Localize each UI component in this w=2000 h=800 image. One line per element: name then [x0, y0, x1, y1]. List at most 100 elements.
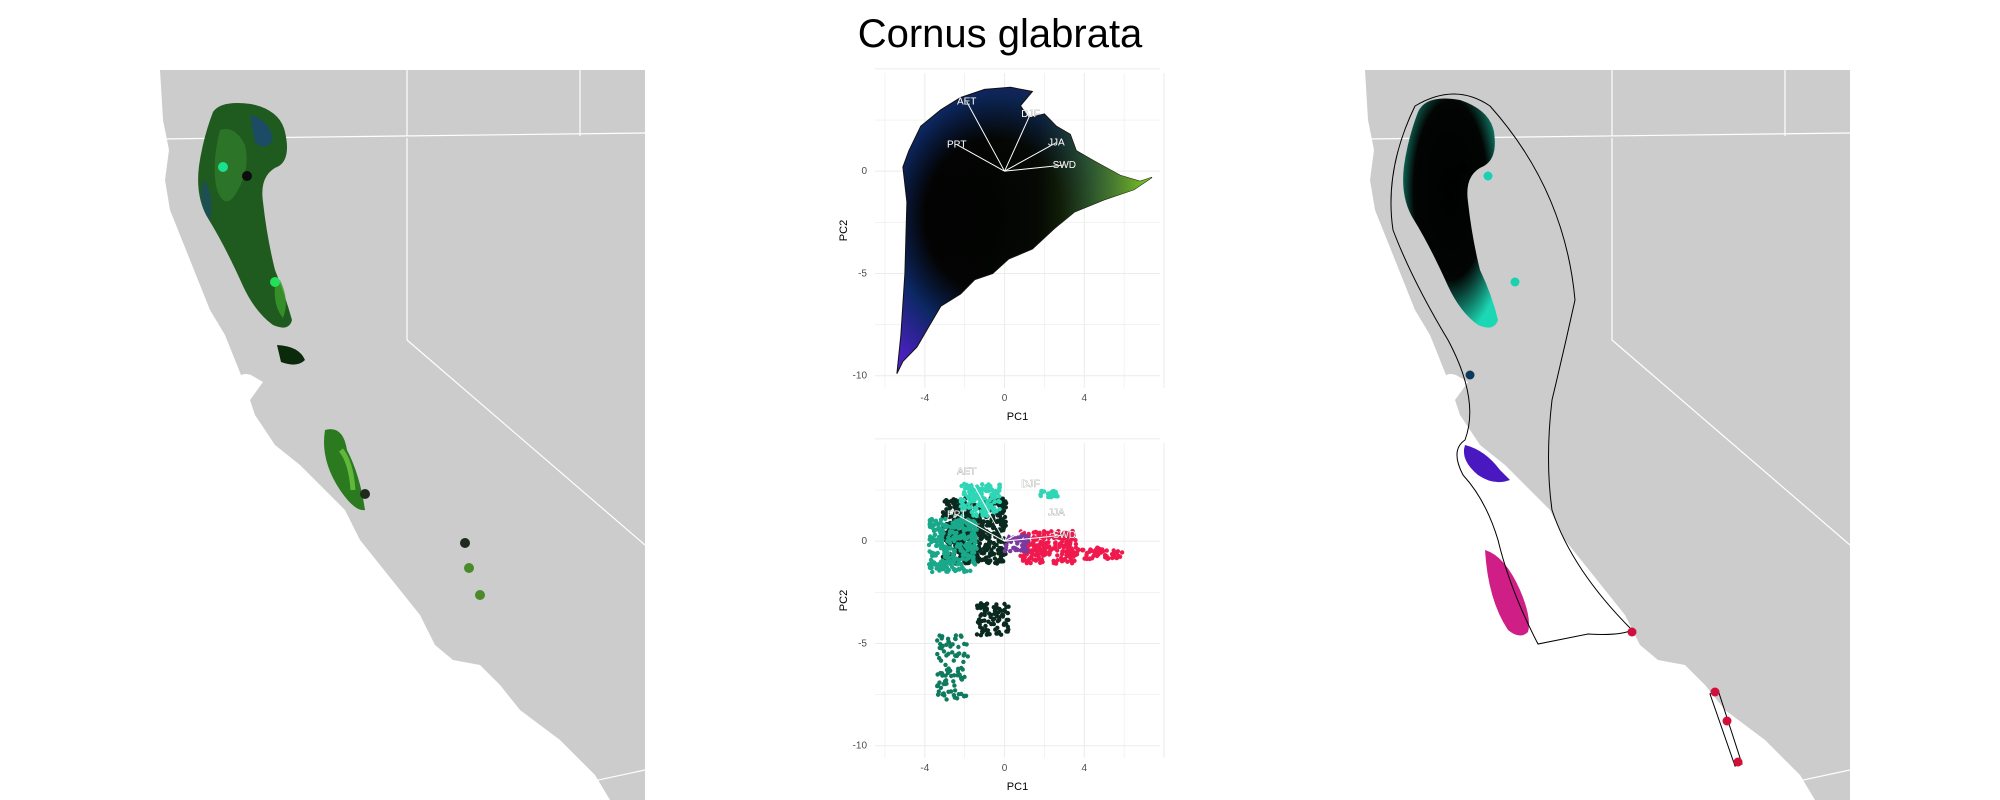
occurrence-range [198, 103, 365, 511]
chart-title: Cornus glabrata [857, 12, 1143, 56]
pca-point [950, 554, 955, 559]
pca-point [962, 491, 967, 497]
pca-point [979, 612, 984, 617]
pca-point [952, 683, 957, 688]
pca-point [930, 518, 935, 523]
pca-point [936, 525, 941, 530]
occurrence-point [464, 563, 474, 573]
y-tick-label: -10 [853, 741, 868, 752]
pca-point [1006, 604, 1011, 609]
pca-point [938, 517, 944, 522]
loading-label-ppt: PPT [947, 140, 966, 151]
pca-point [985, 628, 991, 633]
pca-point [958, 633, 963, 638]
pca-point [943, 549, 949, 554]
pca-point [934, 543, 940, 548]
pca-point [931, 552, 936, 557]
pca-point [931, 528, 937, 534]
pca-point [1006, 627, 1011, 632]
pca-point [939, 646, 944, 651]
right-range-map [1364, 70, 1850, 800]
pca-point [959, 677, 965, 682]
pca-point [946, 640, 952, 645]
pca-point [940, 522, 945, 527]
pca-point [1004, 542, 1009, 548]
pca-point [958, 497, 964, 502]
pca-point [951, 567, 956, 572]
pca-point [930, 569, 935, 575]
pca-point [997, 486, 1002, 491]
pca-point [984, 547, 989, 553]
pca-point [1041, 553, 1046, 558]
pca-point [984, 484, 989, 489]
pca-point [938, 641, 943, 647]
pca-point [998, 632, 1004, 637]
pca-point [990, 617, 996, 623]
pca-point [1021, 539, 1026, 544]
pca-point [974, 632, 980, 637]
pca-point [932, 522, 937, 527]
pca-point [932, 532, 938, 537]
left-range-map [159, 70, 645, 800]
pca-point [1043, 549, 1048, 554]
pca-point [951, 523, 956, 528]
pca-point [1057, 535, 1062, 541]
pca-top-vectors: AET DJF JJA PPT SWD [947, 96, 1076, 172]
pca-point [938, 566, 943, 571]
pca-point [948, 546, 953, 551]
loading-label-djf: DJF [1021, 479, 1039, 490]
pca-point [954, 510, 959, 516]
pca-point [972, 544, 977, 549]
pca-point [1022, 549, 1027, 554]
cluster-point [1510, 277, 1520, 287]
pca-point [978, 518, 983, 524]
pca-top-axes: -4 0 4 0 -5 -10 PC1 PC2 [838, 166, 1087, 423]
cluster-point [1627, 627, 1637, 637]
cluster-point [1710, 687, 1720, 697]
pca-point [1038, 539, 1043, 545]
pca-point [957, 519, 963, 524]
y-tick-label: 0 [861, 166, 867, 177]
pca-point [977, 488, 982, 493]
pca-point [996, 498, 1001, 504]
pca-point [964, 642, 969, 647]
pca-point [944, 558, 950, 564]
pca-point [988, 539, 993, 544]
state-borders [159, 70, 645, 800]
pca-point [965, 654, 970, 659]
pca-point [936, 562, 941, 567]
pca-point [1037, 530, 1042, 535]
pca-point [987, 611, 992, 616]
pca-point [984, 601, 989, 607]
pca-point [1033, 558, 1039, 563]
pca-point [962, 534, 967, 539]
pca-point [1029, 542, 1035, 547]
x-tick-label: 0 [1002, 763, 1008, 774]
x-tick-label: 4 [1081, 393, 1087, 404]
pca-point [978, 605, 983, 611]
pca-point [1068, 554, 1073, 559]
pca-point [998, 548, 1003, 553]
pca-point [1080, 547, 1085, 553]
pca-point [980, 629, 985, 634]
pca-point [940, 673, 945, 678]
pca-point [970, 550, 975, 555]
pca-top-plot: AET DJF JJA PPT SWD -4 0 4 0 -5 -10 PC1 PC2 [838, 68, 1165, 423]
y-axis-label: PC2 [838, 590, 850, 611]
pca-point [943, 525, 949, 530]
pca-point [1109, 552, 1115, 557]
pca-point [964, 569, 969, 574]
pca-point [984, 544, 989, 549]
loading-label-jja: JJA [1048, 508, 1065, 519]
pca-point [1053, 489, 1058, 495]
pca-point [977, 497, 982, 502]
pca-point [961, 659, 966, 665]
occurrence-point [242, 171, 252, 181]
pca-point [966, 534, 972, 539]
pca-point [943, 678, 949, 683]
loading-label-jja: JJA [1048, 138, 1065, 149]
pca-point [1000, 525, 1005, 531]
pca-point [1000, 614, 1005, 619]
pca-point [961, 519, 966, 524]
pca-point [1043, 543, 1048, 548]
